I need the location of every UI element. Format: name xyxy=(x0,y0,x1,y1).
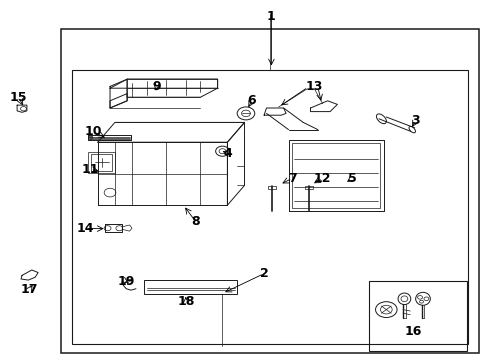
Text: 5: 5 xyxy=(347,172,356,185)
Bar xyxy=(88,152,115,173)
Bar xyxy=(61,29,478,353)
Text: 18: 18 xyxy=(177,295,194,308)
Text: 10: 10 xyxy=(84,125,102,138)
Text: 14: 14 xyxy=(77,222,94,235)
Text: 1: 1 xyxy=(266,10,275,23)
Bar xyxy=(305,186,312,189)
Text: 4: 4 xyxy=(223,147,231,159)
Bar xyxy=(268,186,276,189)
Bar xyxy=(144,280,237,294)
Text: 3: 3 xyxy=(410,114,419,127)
Bar xyxy=(368,281,466,351)
Text: 13: 13 xyxy=(305,80,323,93)
Text: 17: 17 xyxy=(20,283,38,296)
Text: 8: 8 xyxy=(191,215,200,228)
Text: 15: 15 xyxy=(10,91,27,104)
Text: 9: 9 xyxy=(152,80,161,93)
Text: 2: 2 xyxy=(259,267,268,280)
Text: 7: 7 xyxy=(287,172,296,185)
Text: 19: 19 xyxy=(117,275,135,288)
Bar xyxy=(72,70,468,344)
Text: 11: 11 xyxy=(81,163,99,176)
Bar xyxy=(91,154,112,171)
Text: 16: 16 xyxy=(404,325,421,338)
Text: 12: 12 xyxy=(313,172,331,185)
Bar xyxy=(292,143,379,208)
Text: 6: 6 xyxy=(247,94,256,107)
